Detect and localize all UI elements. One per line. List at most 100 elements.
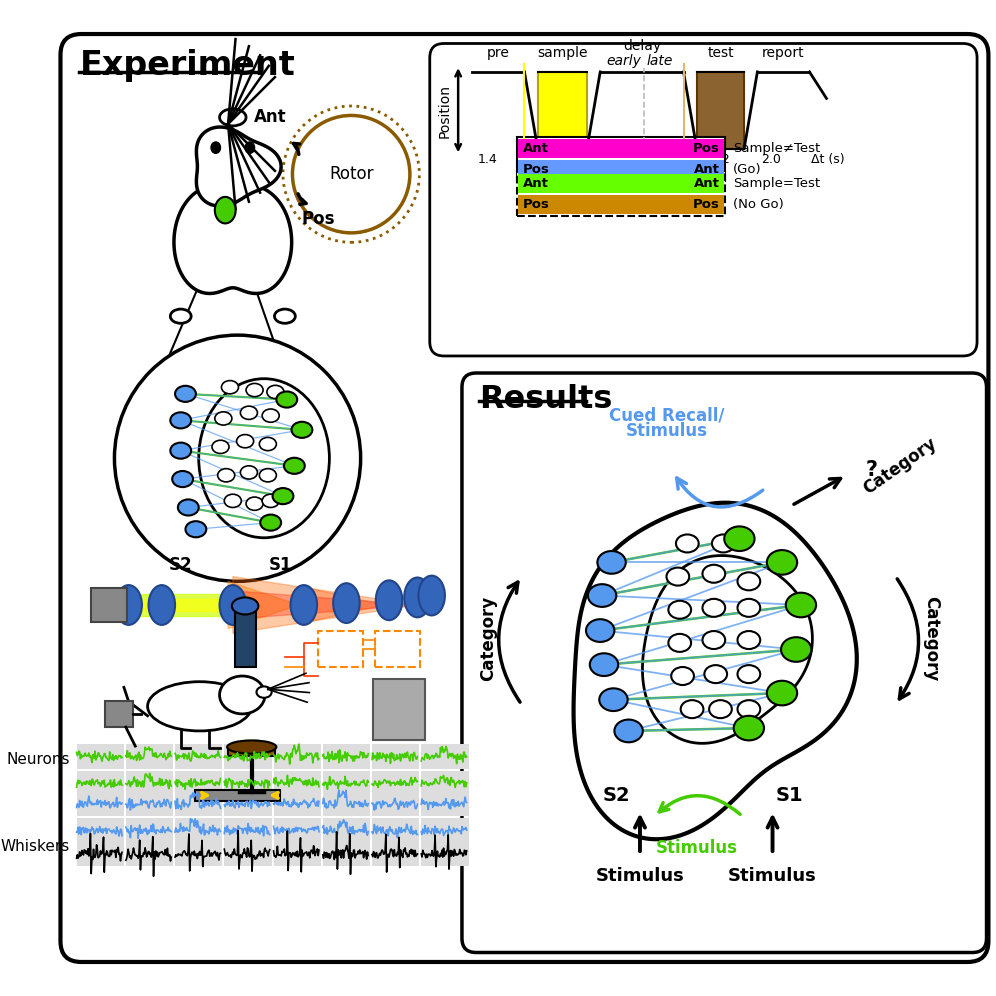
Bar xyxy=(518,139,724,158)
Text: Category: Category xyxy=(860,434,940,498)
Bar xyxy=(125,792,173,816)
Ellipse shape xyxy=(671,667,694,685)
Ellipse shape xyxy=(257,686,272,698)
Text: delay: delay xyxy=(622,39,661,54)
Ellipse shape xyxy=(240,466,257,479)
Text: 1.2: 1.2 xyxy=(635,153,655,166)
Bar xyxy=(274,818,321,843)
Ellipse shape xyxy=(676,535,698,553)
Ellipse shape xyxy=(232,598,258,615)
Ellipse shape xyxy=(276,391,297,407)
Ellipse shape xyxy=(246,497,263,510)
Text: Stimulus: Stimulus xyxy=(625,422,707,440)
Bar xyxy=(77,792,124,816)
Ellipse shape xyxy=(781,637,812,661)
Bar xyxy=(77,771,124,796)
Ellipse shape xyxy=(267,385,284,398)
Ellipse shape xyxy=(292,421,313,438)
Bar xyxy=(228,746,276,756)
Bar xyxy=(372,771,419,796)
Ellipse shape xyxy=(767,550,797,575)
Ellipse shape xyxy=(275,309,295,324)
Ellipse shape xyxy=(737,700,760,718)
Ellipse shape xyxy=(724,527,755,551)
Bar xyxy=(374,630,420,666)
Ellipse shape xyxy=(702,565,725,583)
Text: Ant: Ant xyxy=(523,142,549,155)
Bar xyxy=(105,700,133,727)
Text: Whiskers: Whiskers xyxy=(1,839,70,854)
Ellipse shape xyxy=(246,383,263,396)
Ellipse shape xyxy=(170,309,191,324)
Ellipse shape xyxy=(259,437,276,450)
Ellipse shape xyxy=(291,585,317,624)
Bar xyxy=(274,842,321,867)
Ellipse shape xyxy=(702,599,725,617)
Polygon shape xyxy=(574,503,857,840)
Text: Δt (s): Δt (s) xyxy=(812,153,845,166)
Ellipse shape xyxy=(334,584,360,622)
Text: Pos: Pos xyxy=(692,198,719,211)
Ellipse shape xyxy=(175,385,196,402)
Text: Stimulus: Stimulus xyxy=(728,868,817,885)
Ellipse shape xyxy=(737,631,760,649)
Text: pre: pre xyxy=(487,46,510,60)
Ellipse shape xyxy=(221,380,238,393)
Ellipse shape xyxy=(170,442,191,459)
Bar xyxy=(274,744,321,769)
Bar xyxy=(372,818,419,843)
Ellipse shape xyxy=(375,581,402,621)
Ellipse shape xyxy=(148,585,175,624)
Text: report: report xyxy=(762,46,805,60)
Text: 2.0: 2.0 xyxy=(761,153,781,166)
Ellipse shape xyxy=(666,568,689,586)
Ellipse shape xyxy=(712,535,735,553)
Bar xyxy=(372,744,419,769)
Bar xyxy=(323,771,371,796)
Ellipse shape xyxy=(262,494,279,508)
Ellipse shape xyxy=(737,665,760,683)
Ellipse shape xyxy=(218,469,235,482)
Text: 2.0: 2.0 xyxy=(614,153,633,166)
Bar xyxy=(318,630,364,666)
Text: Pos: Pos xyxy=(523,198,550,211)
Text: Pos: Pos xyxy=(523,163,550,176)
Ellipse shape xyxy=(668,601,691,619)
Text: sample: sample xyxy=(537,46,588,60)
Ellipse shape xyxy=(245,142,255,153)
Text: Neurons: Neurons xyxy=(6,752,70,767)
Ellipse shape xyxy=(786,593,816,618)
Bar xyxy=(125,842,173,867)
Text: 1.2: 1.2 xyxy=(553,153,572,166)
Ellipse shape xyxy=(586,620,615,642)
Ellipse shape xyxy=(185,521,206,537)
Ellipse shape xyxy=(767,680,797,705)
Text: Pos: Pos xyxy=(692,142,719,155)
Text: Ant: Ant xyxy=(523,177,549,190)
Ellipse shape xyxy=(260,515,281,531)
Bar xyxy=(323,818,371,843)
Text: test: test xyxy=(707,46,734,60)
Text: S2: S2 xyxy=(169,556,192,574)
Bar xyxy=(517,137,725,181)
Polygon shape xyxy=(233,577,417,633)
Text: 1.4: 1.4 xyxy=(478,153,498,166)
Circle shape xyxy=(293,116,410,233)
Ellipse shape xyxy=(172,471,193,487)
Text: S2: S2 xyxy=(603,786,630,805)
Bar xyxy=(323,842,371,867)
Bar xyxy=(175,818,222,843)
Bar xyxy=(125,818,173,843)
Ellipse shape xyxy=(680,700,703,718)
Text: Stimulus: Stimulus xyxy=(655,839,738,857)
Bar xyxy=(224,792,272,816)
Polygon shape xyxy=(196,127,281,206)
Bar xyxy=(274,792,321,816)
Ellipse shape xyxy=(404,578,430,618)
Text: Results: Results xyxy=(479,384,613,415)
Text: S1: S1 xyxy=(268,556,292,574)
Text: (Go): (Go) xyxy=(733,163,761,176)
Ellipse shape xyxy=(737,573,760,591)
Polygon shape xyxy=(642,556,813,743)
Ellipse shape xyxy=(211,142,220,153)
